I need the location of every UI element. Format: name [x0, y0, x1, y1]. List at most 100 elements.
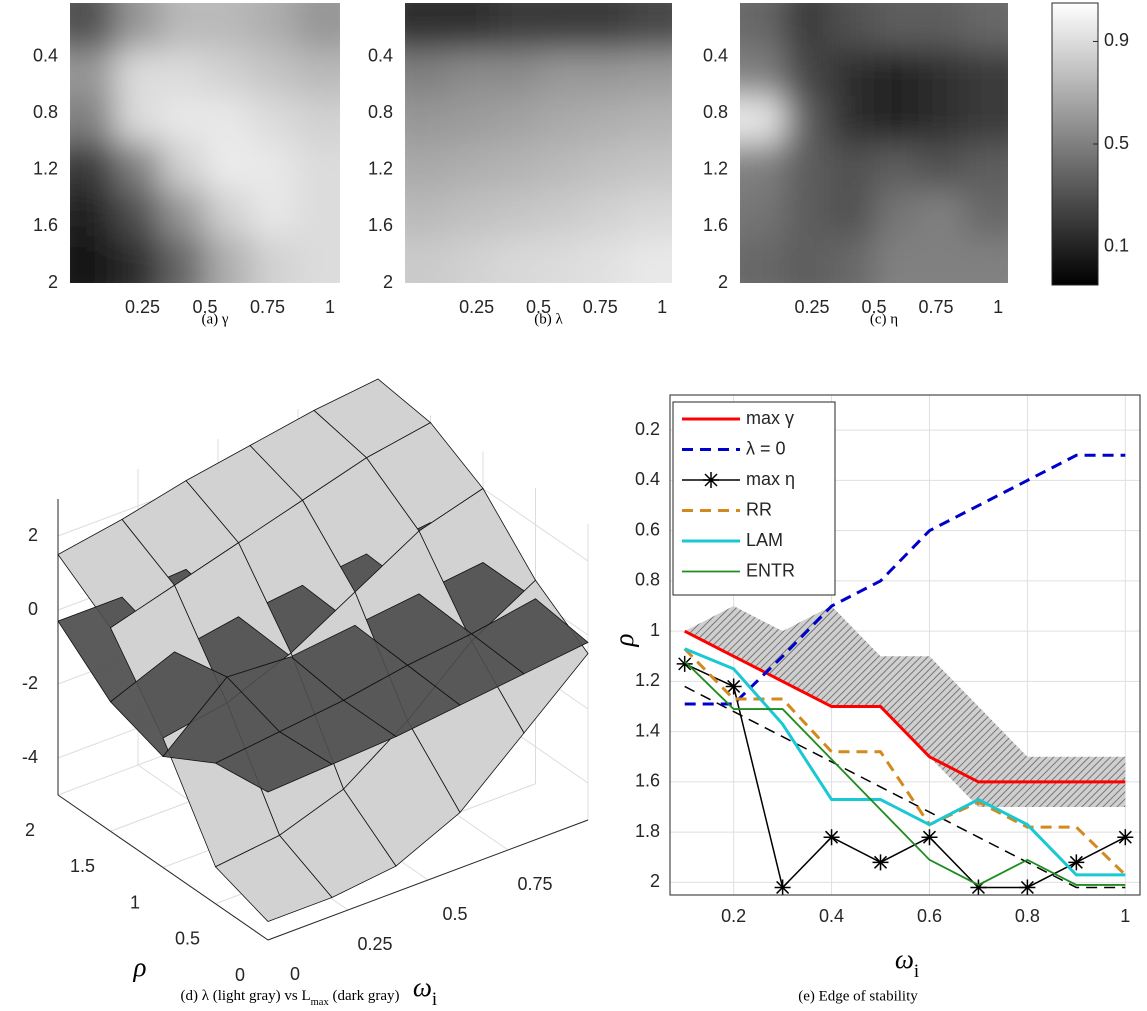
x-tick-label: 0.25: [794, 297, 829, 317]
x-tick-label: 0.25: [459, 297, 494, 317]
line: [684, 647, 1126, 877]
z-tick-label: 0: [28, 599, 38, 619]
heatmap-cell: [829, 96, 875, 144]
x-axis-label: ωi: [895, 944, 919, 982]
heatmap-cell: [449, 49, 495, 97]
heatmap-cell: [627, 96, 672, 144]
legend-label: max γ: [746, 408, 794, 428]
x-tick-label: 0.75: [919, 297, 954, 317]
x-tick-label: 0.8: [1015, 906, 1040, 926]
heatmap-cell: [205, 96, 251, 144]
z-tick-label: 2: [28, 525, 38, 545]
legend-label: LAM: [746, 530, 783, 550]
caption-sub: max: [311, 997, 330, 1008]
legend-box: [672, 401, 836, 596]
surface-patch: [214, 834, 333, 922]
y-tick-label: 1.6: [703, 215, 728, 235]
heatmap-cell: [295, 236, 340, 283]
heatmap-cell: [405, 143, 450, 191]
heatmap-cell: [829, 49, 875, 97]
heatmap-cell: [583, 143, 628, 191]
y-tick-label: 2: [383, 272, 393, 292]
heatmap-cell: [538, 49, 584, 97]
caption: (a) γ: [201, 311, 228, 327]
x-tick-label: 0.5: [861, 297, 886, 317]
heatmap-cell: [205, 143, 251, 191]
heatmap-cell: [405, 96, 450, 144]
heatmap-cell: [115, 49, 161, 97]
heatmap-cell: [295, 49, 340, 97]
heatmap-cell: [963, 96, 1008, 144]
y-tick-label: 0.6: [635, 519, 660, 539]
axis-line: [267, 819, 589, 941]
heatmap-cell: [70, 49, 116, 97]
heatmap-cell: [918, 189, 964, 237]
x-tick-label: 0.75: [517, 874, 552, 894]
y-tick-label: 0.4: [635, 469, 660, 489]
heatmap-cell: [494, 96, 539, 144]
caption-after: (dark gray): [329, 988, 400, 1004]
y-tick-label: 0.5: [175, 929, 200, 949]
heatmap-cell: [160, 96, 206, 144]
heatmap-cells: [405, 3, 672, 283]
heatmap-cell: [784, 96, 830, 144]
heatmap-cell: [70, 189, 116, 237]
heatmap-cell: [250, 3, 296, 51]
heatmap-cell: [918, 96, 964, 144]
line: [684, 453, 1126, 706]
line: [683, 647, 1127, 876]
x-tick-label: 0.4: [819, 906, 844, 926]
x-tick-label: 0.2: [721, 906, 746, 926]
heatmap-cell: [784, 189, 830, 237]
heatmap-cell: [160, 189, 206, 237]
heatmap-cell: [538, 143, 584, 191]
band: [684, 606, 1126, 808]
y-axis-label: ρ: [609, 633, 639, 647]
heatmap-cell: [449, 236, 495, 283]
heatmap-cell: [963, 49, 1008, 97]
heatmap-cell: [250, 143, 296, 191]
heatmap-cell: [874, 143, 920, 191]
colorbar-tick-label: 0.1: [1104, 235, 1129, 255]
y-tick-label: 0.4: [703, 45, 728, 65]
heatmap-cell: [963, 189, 1008, 237]
heatmap-cell: [627, 189, 672, 237]
heatmap-cell: [295, 189, 340, 237]
heatmap-cell: [740, 189, 786, 237]
line: [684, 685, 1126, 889]
heatmap-cell: [250, 236, 296, 283]
line: [684, 660, 1126, 886]
heatmap-cell: [538, 189, 584, 237]
y-tick-label: 1.2: [703, 159, 728, 179]
line: [684, 663, 1126, 889]
heatmap-cell: [70, 143, 116, 191]
caption: (d) λ (light gray) vs Lmax (dark gray): [180, 988, 399, 1007]
y-tick-label: 1.8: [635, 821, 660, 841]
y-axis-label: ρ: [133, 952, 147, 982]
x-tick-label: 0.5: [192, 297, 217, 317]
heatmap-cell: [829, 143, 875, 191]
heatmap-cell: [160, 143, 206, 191]
heatmap-cells: [740, 3, 1008, 283]
colorbar-tick-label: 0.5: [1104, 133, 1129, 153]
legend-label: max η: [746, 469, 795, 489]
heatmap-cell: [583, 49, 628, 97]
surface-patch: [214, 731, 333, 793]
legend-label: RR: [746, 499, 772, 519]
marker: [921, 829, 938, 846]
x-tick-label: 0.75: [583, 297, 618, 317]
heatmap-cell: [494, 3, 539, 51]
caption-main: (d) λ (light gray) vs L: [180, 988, 310, 1004]
heatmap-cell: [829, 189, 875, 237]
x-tick-label: 0.75: [250, 297, 285, 317]
y-tick-label: 0.2: [635, 419, 660, 439]
heatmap-cell: [627, 3, 672, 51]
legend-label: ENTR: [746, 560, 795, 580]
marker: [1117, 829, 1134, 846]
heatmap-cell: [494, 236, 539, 283]
heatmap-cell: [874, 49, 920, 97]
heatmap-cell: [115, 3, 161, 51]
y-tick-label: 2: [48, 272, 58, 292]
heatmap-cell: [627, 143, 672, 191]
heatmap-cell: [250, 96, 296, 144]
